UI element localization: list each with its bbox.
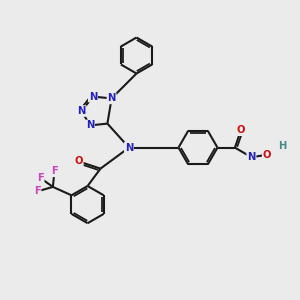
Text: F: F xyxy=(37,173,44,183)
Text: F: F xyxy=(34,186,41,197)
Text: O: O xyxy=(74,156,83,167)
Text: N: N xyxy=(77,106,86,116)
Text: N: N xyxy=(125,142,133,153)
Text: N: N xyxy=(89,92,97,102)
Text: F: F xyxy=(51,166,58,176)
Text: O: O xyxy=(263,150,271,160)
Text: N: N xyxy=(86,120,94,130)
Text: N: N xyxy=(247,152,256,162)
Text: O: O xyxy=(237,125,245,135)
Text: H: H xyxy=(278,141,286,151)
Text: N: N xyxy=(107,93,116,103)
